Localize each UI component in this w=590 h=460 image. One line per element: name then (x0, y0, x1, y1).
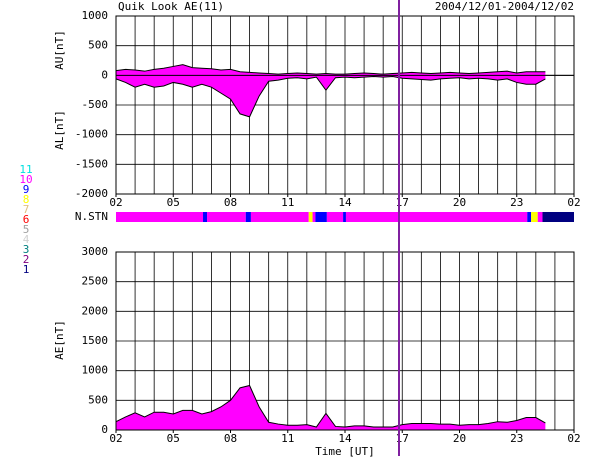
line (115, 64, 546, 75)
area (116, 75, 546, 117)
x-tick-label: 20 (453, 196, 466, 209)
station-segment (203, 212, 208, 222)
y-tick-label: 1500 (82, 334, 109, 347)
legend-entry: 3 (23, 243, 30, 256)
x-tick-label: 23 (510, 432, 523, 445)
x-tick-label: 08 (224, 432, 237, 445)
x-tick-label: 05 (167, 432, 180, 445)
y-tick-label: -2000 (75, 187, 108, 200)
y-tick-label: 0 (101, 68, 108, 81)
station-segment (326, 212, 344, 222)
y-tick-label: -1500 (75, 157, 108, 170)
x-axis-label: Time [UT] (315, 445, 375, 458)
y-tick-label: 2500 (82, 275, 109, 288)
x-tick-label: 20 (453, 432, 466, 445)
line (115, 76, 546, 118)
station-segment (345, 212, 528, 222)
station-segment (537, 212, 543, 222)
date-range: 2004/12/01-2004/12/02 (435, 0, 574, 13)
station-segment (343, 212, 346, 222)
frame (115, 251, 575, 431)
x-tick-label: 17 (396, 196, 409, 209)
title: Quik Look AE(11) (118, 0, 224, 13)
station-segment (245, 212, 251, 222)
y-axis-label: AU[nT] (53, 30, 66, 70)
x-tick-label: 02 (109, 196, 122, 209)
x-tick-label: 02 (567, 432, 580, 445)
x-tick-label: 11 (281, 432, 294, 445)
y-tick-label: 500 (88, 393, 108, 406)
y-tick-label: 3000 (82, 245, 109, 258)
y-tick-label: 1000 (82, 9, 109, 22)
x-tick-label: 14 (338, 196, 352, 209)
station-segment (542, 212, 574, 222)
legend-entry: 10 (19, 173, 32, 186)
area (116, 385, 546, 430)
y-tick-label: -500 (82, 98, 109, 111)
station-segment (116, 212, 204, 222)
y-tick-label: 1000 (82, 364, 109, 377)
x-tick-label: 02 (567, 196, 580, 209)
x-tick-label: 17 (396, 432, 409, 445)
area (116, 64, 546, 76)
y-axis-label: AL[nT] (53, 110, 66, 150)
station-label: N.STN (75, 210, 108, 223)
station-segment (315, 212, 327, 222)
station-segment (207, 212, 246, 222)
x-tick-label: 11 (281, 196, 294, 209)
legend-entry: 5 (23, 223, 30, 236)
station-segment (250, 212, 309, 222)
station-segment (527, 212, 532, 222)
legend-entry: 2 (23, 253, 30, 266)
legend-entry: 8 (23, 193, 30, 206)
line (115, 384, 546, 428)
x-tick-label: 08 (224, 196, 237, 209)
x-tick-label: 05 (167, 196, 180, 209)
station-segment (531, 212, 538, 222)
y-axis-label: AE[nT] (53, 320, 66, 360)
x-tick-label: 14 (338, 432, 352, 445)
station-segment (308, 212, 313, 222)
frame (115, 15, 575, 195)
y-tick-label: 500 (88, 39, 108, 52)
legend-entry: 4 (23, 233, 30, 246)
y-tick-label: -1000 (75, 128, 108, 141)
x-tick-label: 02 (109, 432, 122, 445)
legend-entry: 7 (23, 203, 30, 216)
y-tick-label: 0 (101, 423, 108, 436)
legend-entry: 9 (23, 183, 30, 196)
legend-entry: 1 (23, 263, 30, 276)
legend-entry: 6 (23, 213, 30, 226)
station-segment (312, 212, 316, 222)
legend-entry: 11 (19, 163, 32, 176)
y-tick-label: 2000 (82, 304, 109, 317)
x-tick-label: 23 (510, 196, 523, 209)
